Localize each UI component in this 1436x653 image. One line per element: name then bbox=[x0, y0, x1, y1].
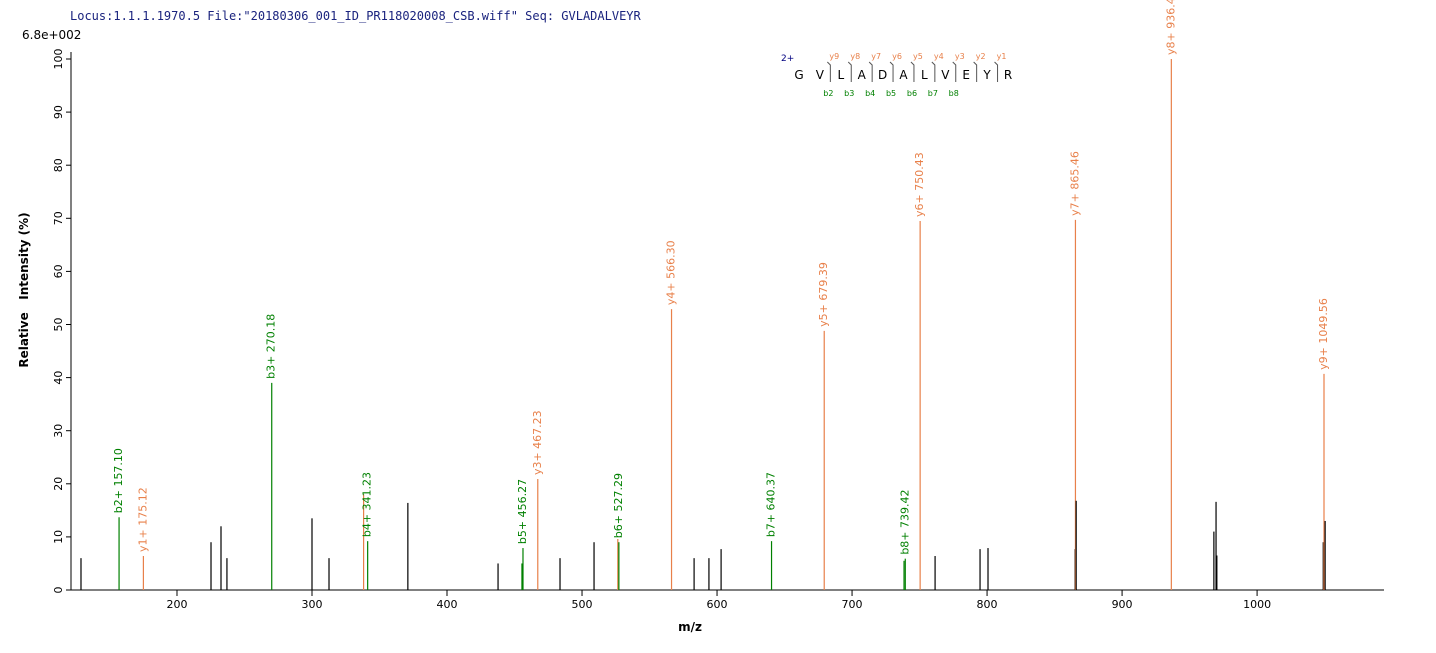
y-ion-label: y6 bbox=[892, 52, 902, 61]
b-ion-label: b5 bbox=[886, 89, 896, 98]
residue: A bbox=[858, 68, 867, 82]
b-ion-label: b4 bbox=[865, 89, 875, 98]
peak-label: y1+ 175.12 bbox=[136, 487, 149, 552]
residue: R bbox=[1004, 68, 1012, 82]
residue: L bbox=[837, 68, 844, 82]
peak-label: b7+ 640.37 bbox=[765, 472, 778, 537]
residue: Y bbox=[982, 68, 991, 82]
y-ion-label: y9 bbox=[829, 52, 839, 61]
y-tick-label: 10 bbox=[52, 530, 65, 544]
peak-label: y5+ 679.39 bbox=[817, 262, 830, 327]
header: Locus:1.1.1.1970.5 File:"20180306_001_ID… bbox=[70, 9, 642, 23]
y-bracket bbox=[868, 61, 873, 82]
peak-label: b2+ 157.10 bbox=[112, 448, 125, 513]
peak-label: y8+ 936.49 bbox=[1164, 0, 1177, 55]
x-tick-label: 400 bbox=[437, 598, 458, 611]
y-ion-label: y1 bbox=[997, 52, 1007, 61]
residue: D bbox=[878, 68, 887, 82]
x-tick-label: 500 bbox=[572, 598, 593, 611]
x-tick-label: 700 bbox=[842, 598, 863, 611]
b-ion-label: b2 bbox=[823, 89, 833, 98]
x-tick-label: 300 bbox=[301, 598, 322, 611]
peak-label: y3+ 467.23 bbox=[531, 410, 544, 475]
x-tick-label: 200 bbox=[166, 598, 187, 611]
peak-label: b8+ 739.42 bbox=[898, 489, 911, 554]
x-tick-label: 1000 bbox=[1243, 598, 1271, 611]
y-tick-label: 0 bbox=[52, 587, 65, 594]
b-ion-label: b7 bbox=[928, 89, 938, 98]
y-bracket bbox=[973, 61, 978, 82]
y-ion-label: y2 bbox=[976, 52, 986, 61]
y-bracket bbox=[847, 61, 852, 82]
peak-label: b6+ 527.29 bbox=[612, 473, 625, 538]
residue: G bbox=[794, 68, 803, 82]
y-bracket bbox=[826, 61, 831, 82]
y-ion-label: y7 bbox=[871, 52, 881, 61]
x-tick-label: 900 bbox=[1112, 598, 1133, 611]
b-ion-label: b8 bbox=[949, 89, 959, 98]
y-axis-label: Relative Intensity (%) bbox=[17, 212, 31, 367]
y-tick-label: 20 bbox=[52, 477, 65, 491]
y-tick-label: 60 bbox=[52, 264, 65, 278]
y-bracket bbox=[889, 61, 894, 82]
residue: L bbox=[921, 68, 928, 82]
y-tick-label: 100 bbox=[52, 49, 65, 70]
residue: V bbox=[941, 68, 950, 82]
residue: E bbox=[962, 68, 970, 82]
y-tick-label: 30 bbox=[52, 424, 65, 438]
y-ion-label: y8 bbox=[850, 52, 860, 61]
y-bracket bbox=[931, 61, 936, 82]
x-tick-label: 600 bbox=[707, 598, 728, 611]
peak-label: b3+ 270.18 bbox=[265, 314, 278, 379]
y-tick-label: 70 bbox=[52, 211, 65, 225]
max-intensity: 6.8e+002 bbox=[22, 28, 81, 42]
charge: 2+ bbox=[781, 54, 794, 64]
residue: V bbox=[816, 68, 825, 82]
y-bracket bbox=[952, 61, 957, 82]
residue: A bbox=[899, 68, 908, 82]
y-ion-label: y4 bbox=[934, 52, 944, 61]
y-bracket bbox=[994, 61, 999, 82]
b-ion-label: b6 bbox=[907, 89, 917, 98]
peak-label: y9+ 1049.56 bbox=[1317, 298, 1330, 370]
y-tick-label: 80 bbox=[52, 158, 65, 172]
peak-label: b5+ 456.27 bbox=[516, 479, 529, 544]
peak-label: b4+ 341.23 bbox=[361, 472, 374, 537]
y-ion-label: y5 bbox=[913, 52, 923, 61]
y-bracket bbox=[910, 61, 915, 82]
x-tick-label: 800 bbox=[977, 598, 998, 611]
y-ion-label: y3 bbox=[955, 52, 965, 61]
peak-label: y7+ 865.46 bbox=[1068, 151, 1081, 216]
peak-label: y4+ 566.30 bbox=[665, 240, 678, 305]
peak-label: y6+ 750.43 bbox=[913, 152, 926, 217]
y-tick-label: 90 bbox=[52, 105, 65, 119]
y-tick-label: 40 bbox=[52, 371, 65, 385]
b-ion-label: b3 bbox=[844, 89, 854, 98]
y-tick-label: 50 bbox=[52, 318, 65, 332]
x-axis-label: m/z bbox=[678, 620, 702, 634]
